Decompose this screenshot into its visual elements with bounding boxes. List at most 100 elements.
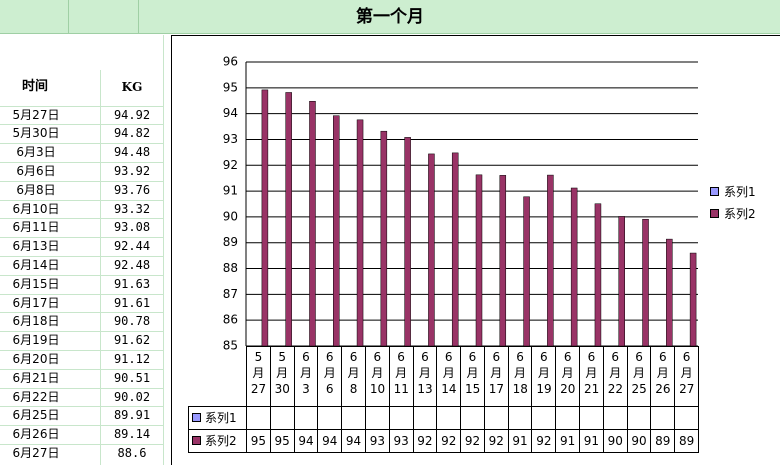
date-cell: 6月3日 — [16, 145, 56, 160]
data-table-cell: 89 — [650, 429, 676, 453]
data-table-cell: 92 — [412, 429, 438, 453]
weight-cell: 94.92 — [113, 107, 151, 122]
date-cell: 6月13日 — [12, 239, 60, 254]
category-label: 6月3 — [293, 346, 319, 407]
weight-cell: 93.32 — [113, 201, 151, 216]
category-label: 6月25 — [626, 346, 652, 407]
weight-cell: 94.48 — [113, 145, 151, 160]
row-border — [0, 237, 163, 239]
category-text: 6月22 — [607, 350, 623, 396]
category-text: 6月26 — [655, 350, 671, 396]
bar — [333, 115, 340, 347]
data-table-cell: 94 — [293, 429, 319, 453]
row-border — [0, 199, 163, 201]
row-border — [0, 368, 163, 370]
y-tick-label: 87 — [223, 287, 238, 301]
data-table-cell: 91 — [507, 429, 533, 453]
row-border — [0, 387, 163, 389]
category-text: 6月10 — [369, 350, 386, 396]
category-text: 6月17 — [488, 350, 505, 396]
weight-cell: 90.78 — [113, 314, 151, 329]
date-cell: 6月19日 — [12, 333, 60, 348]
legend-entry: 系列1 — [710, 182, 756, 202]
category-text: 6月21 — [583, 350, 600, 396]
category-label: 5月30 — [269, 346, 295, 407]
data-table-cell: 91 — [555, 429, 581, 453]
data-table-cell: 95 — [246, 429, 271, 453]
category-label: 6月20 — [555, 346, 581, 407]
row-border — [0, 274, 163, 276]
data-table-cell — [246, 406, 271, 430]
date-cell: 6月22日 — [12, 389, 60, 404]
weight-cell: 93.08 — [113, 220, 151, 235]
data-table-cell — [460, 406, 485, 430]
weight-cell: 91.12 — [113, 352, 151, 366]
category-label: 6月15 — [460, 346, 485, 407]
date-cell: 6月18日 — [12, 314, 60, 329]
category-text: 6月15 — [464, 350, 481, 396]
sheet-table: 时间 KG 5月27日 94.92 5月30日 94.82 6月3日 94.48 6月6日 93.… — [0, 35, 171, 465]
row-border — [0, 124, 163, 126]
date-cell: 6月26日 — [12, 427, 60, 442]
category-label: 6月6 — [317, 346, 343, 407]
bar — [380, 130, 388, 347]
data-table-cell — [388, 406, 414, 430]
category-label: 6月10 — [364, 346, 390, 407]
date-cell: 6月15日 — [12, 276, 60, 291]
sheet-title: 第一个月 — [356, 7, 424, 27]
bar — [261, 89, 269, 347]
category-text: 5月30 — [274, 350, 290, 396]
data-table-cell — [650, 406, 676, 430]
cell-border — [163, 35, 164, 465]
category-label: 6月14 — [436, 346, 462, 407]
data-table-cell: 94 — [341, 429, 366, 453]
date-cell: 6月14日 — [12, 258, 60, 272]
legend-entry: 系列2 — [710, 204, 756, 224]
row-border — [0, 180, 163, 182]
category-label: 6月22 — [602, 346, 628, 407]
weight-cell: 89.91 — [113, 408, 151, 423]
weight-cell: 88.6 — [117, 446, 147, 460]
category-label: 6月13 — [412, 346, 438, 407]
column-header: 时间 — [21, 79, 48, 94]
row-border — [0, 331, 163, 333]
data-table-key: 系列1 — [188, 406, 247, 430]
date-cell: 6月17日 — [12, 295, 60, 310]
row-border — [0, 105, 163, 107]
row-border — [0, 425, 163, 427]
date-cell: 6月25日 — [12, 408, 60, 423]
category-text: 6月3 — [299, 350, 312, 396]
category-label: 6月11 — [388, 346, 414, 407]
category-label: 6月27 — [674, 346, 699, 407]
sheet-header-bar — [0, 0, 780, 34]
category-label: 5月27 — [246, 346, 271, 407]
date-cell: 6月11日 — [12, 220, 60, 235]
bar — [642, 218, 649, 347]
date-cell: 6月21日 — [12, 370, 60, 385]
bar — [594, 203, 602, 347]
data-table-cell — [412, 406, 438, 430]
date-cell: 5月30日 — [12, 126, 60, 141]
row-border — [0, 218, 163, 220]
legend-swatch — [710, 187, 719, 196]
data-table-cell — [674, 406, 699, 430]
row-border — [0, 406, 163, 408]
bar — [547, 174, 554, 347]
y-tick-label: 96 — [223, 55, 238, 69]
data-table-cell — [341, 406, 366, 430]
row-border — [0, 312, 163, 314]
category-text: 6月18 — [512, 350, 528, 396]
data-table-cell: 92 — [483, 429, 509, 453]
data-table-cell — [579, 406, 604, 430]
weight-cell: 89.14 — [113, 427, 151, 442]
row-border — [0, 256, 163, 257]
category-label: 6月19 — [531, 346, 557, 407]
data-table-cell: 90 — [626, 429, 652, 453]
date-cell: 6月10日 — [12, 201, 60, 216]
weight-cell: 94.82 — [113, 126, 151, 141]
y-tick-label: 93 — [223, 132, 238, 146]
category-label: 6月26 — [650, 346, 676, 407]
date-cell: 5月27日 — [12, 107, 60, 122]
bar — [499, 175, 507, 347]
data-table-cell: 91 — [579, 429, 604, 453]
